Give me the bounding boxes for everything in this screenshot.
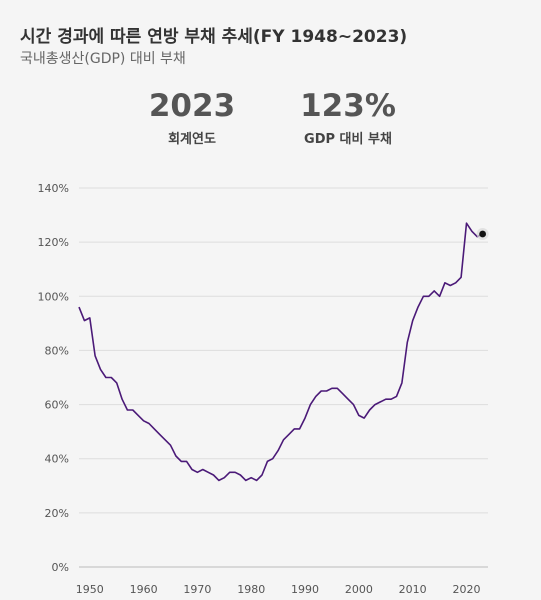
debt-series-line (78, 222, 483, 482)
x-tick-label: 1970 (183, 583, 211, 596)
y-tick-label: 40% (45, 453, 69, 466)
y-tick-label: 80% (45, 344, 69, 357)
fiscal-year-label: 회계연도 (168, 132, 216, 147)
x-tick-label: 2010 (399, 583, 427, 596)
x-tick-label: 1950 (76, 583, 104, 596)
chart-subtitle: 국내총생산(GDP) 대비 부채 (20, 51, 186, 67)
x-tick-label: 2000 (345, 583, 373, 596)
y-tick-label: 140% (38, 182, 69, 195)
y-tick-label: 60% (45, 399, 69, 412)
y-tick-label: 100% (38, 290, 69, 303)
x-tick-label: 2020 (452, 583, 480, 596)
latest-point-marker (479, 230, 487, 238)
fiscal-year-value: 2023 (148, 88, 236, 124)
x-tick-label: 1960 (130, 583, 158, 596)
debt-ratio-stat: 123% GDP 대비 부채 (296, 88, 400, 147)
y-tick-label: 20% (45, 507, 69, 520)
fiscal-year-stat: 2023 회계연도 (145, 88, 239, 147)
y-tick-label: 0% (52, 561, 69, 574)
chart-title: 시간 경과에 따른 연방 부채 추세(FY 1948~2023) (20, 27, 408, 47)
x-tick-label: 1980 (237, 583, 265, 596)
debt-ratio-value: 123% (300, 88, 396, 124)
debt-ratio-label: GDP 대비 부채 (304, 132, 392, 147)
x-tick-label: 1990 (291, 583, 319, 596)
y-tick-label: 120% (38, 236, 69, 249)
